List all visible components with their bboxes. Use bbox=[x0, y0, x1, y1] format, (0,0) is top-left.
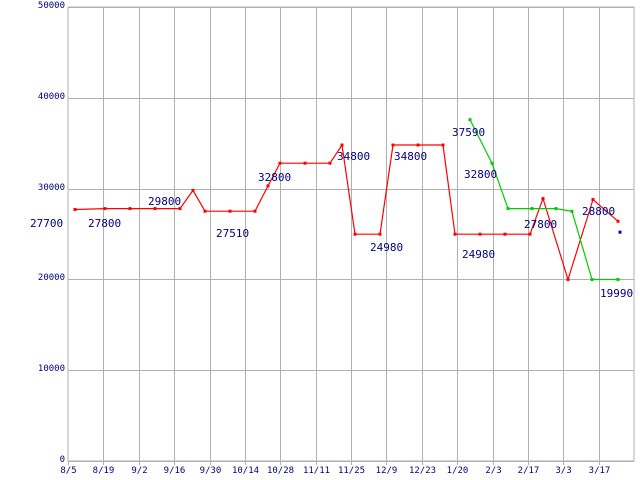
data-value-annotation: 27510 bbox=[216, 227, 250, 240]
datapoint-red-series-25[interactable] bbox=[591, 197, 595, 201]
datapoint-red-series-17[interactable] bbox=[416, 143, 420, 147]
datapoint-red-series-26[interactable] bbox=[616, 219, 620, 223]
y-axis-tick-label: 30000 bbox=[37, 182, 65, 193]
data-value-annotation: 37590 bbox=[452, 126, 486, 139]
datapoint-green-series-7[interactable] bbox=[616, 277, 620, 281]
x-axis-tick-label: 3/3 bbox=[555, 466, 572, 476]
datapoint-red-series-24[interactable] bbox=[566, 277, 570, 281]
datapoint-green-series-2[interactable] bbox=[506, 207, 510, 211]
y-axis-tick-label: 50000 bbox=[37, 1, 65, 11]
datapoint-green-series-0[interactable] bbox=[468, 118, 472, 122]
datapoint-red-series-11[interactable] bbox=[303, 161, 307, 165]
x-axis-tick-label: 12/23 bbox=[408, 466, 437, 476]
datapoint-red-series-2[interactable] bbox=[128, 207, 132, 211]
datapoint-red-series-18[interactable] bbox=[441, 143, 445, 147]
data-value-annotation: 29800 bbox=[148, 195, 182, 208]
x-axis-tick-label: 3/17 bbox=[588, 466, 611, 476]
data-value-annotation: 24980 bbox=[370, 241, 404, 254]
datapoint-red-series-7[interactable] bbox=[228, 209, 232, 213]
datapoint-red-series-21[interactable] bbox=[503, 232, 507, 236]
datapoint-green-series-5[interactable] bbox=[570, 209, 574, 213]
data-value-annotation: 32800 bbox=[258, 171, 292, 184]
y-axis-tick-label: 40000 bbox=[37, 91, 65, 102]
data-value-annotation: 24980 bbox=[462, 248, 496, 261]
data-value-annotation: 27800 bbox=[524, 218, 558, 231]
x-axis-tick-label: 12/9 bbox=[375, 466, 398, 476]
datapoint-red-series-3[interactable] bbox=[153, 207, 157, 211]
datapoint-red-series-12[interactable] bbox=[328, 161, 332, 165]
data-value-annotation: 34800 bbox=[337, 150, 371, 163]
x-axis-tick-label: 8/19 bbox=[92, 466, 115, 476]
datapoint-green-series-4[interactable] bbox=[554, 207, 558, 211]
datapoint-red-series-13[interactable] bbox=[340, 143, 344, 147]
datapoint-red-series-20[interactable] bbox=[478, 232, 482, 236]
x-axis-tick-label: 9/30 bbox=[199, 466, 222, 476]
x-axis-tick-label: 10/28 bbox=[266, 466, 295, 476]
series-line-green-series bbox=[469, 119, 618, 281]
datapoint-green-series-6[interactable] bbox=[590, 277, 594, 281]
data-value-annotation: 34800 bbox=[394, 150, 428, 163]
x-axis-tick-label: 10/14 bbox=[231, 466, 260, 476]
data-value-annotation: 19990 bbox=[600, 287, 634, 300]
datapoint-red-series-19[interactable] bbox=[453, 232, 457, 236]
y-axis-tick-label: 0 bbox=[59, 455, 65, 465]
x-axis-tick-label: 8/5 bbox=[60, 466, 77, 476]
datapoint-green-series-3[interactable] bbox=[530, 207, 534, 211]
datapoint-red-series-6[interactable] bbox=[203, 209, 207, 213]
data-value-annotation: 27800 bbox=[88, 217, 122, 230]
datapoint-red-series-9[interactable] bbox=[266, 184, 270, 188]
datapoint-red-series-16[interactable] bbox=[391, 143, 395, 147]
x-axis-tick-label: 2/3 bbox=[485, 466, 502, 476]
y-axis-tick-label: 10000 bbox=[37, 364, 65, 375]
x-axis-tick-label: 11/11 bbox=[302, 466, 331, 476]
datapoint-red-series-10[interactable] bbox=[278, 161, 282, 165]
datapoint-blue-marker-0[interactable] bbox=[618, 230, 622, 234]
datapoint-red-series-14[interactable] bbox=[353, 232, 357, 236]
datapoint-red-series-8[interactable] bbox=[253, 209, 257, 213]
y-axis-tick-label: 20000 bbox=[37, 273, 65, 284]
datapoint-green-series-1[interactable] bbox=[490, 161, 494, 165]
datapoint-red-series-15[interactable] bbox=[378, 232, 382, 236]
x-axis-tick-label: 9/16 bbox=[163, 466, 186, 476]
datapoint-red-series-5[interactable] bbox=[191, 188, 195, 192]
datapoint-red-series-22[interactable] bbox=[528, 232, 532, 236]
data-value-annotation: 28800 bbox=[582, 205, 616, 218]
data-value-annotation: 27700 bbox=[30, 217, 64, 230]
x-axis-tick-label: 9/2 bbox=[131, 466, 148, 476]
datapoint-red-series-23[interactable] bbox=[541, 197, 545, 201]
datapoint-red-series-1[interactable] bbox=[103, 207, 107, 211]
datapoint-red-series-0[interactable] bbox=[73, 207, 77, 211]
datapoint-red-series-4[interactable] bbox=[178, 207, 182, 211]
x-axis-tick-label: 1/20 bbox=[446, 466, 469, 476]
x-axis-tick-label: 2/17 bbox=[517, 466, 540, 476]
data-value-annotation: 32800 bbox=[464, 168, 498, 181]
x-axis-tick-label: 11/25 bbox=[337, 466, 366, 476]
